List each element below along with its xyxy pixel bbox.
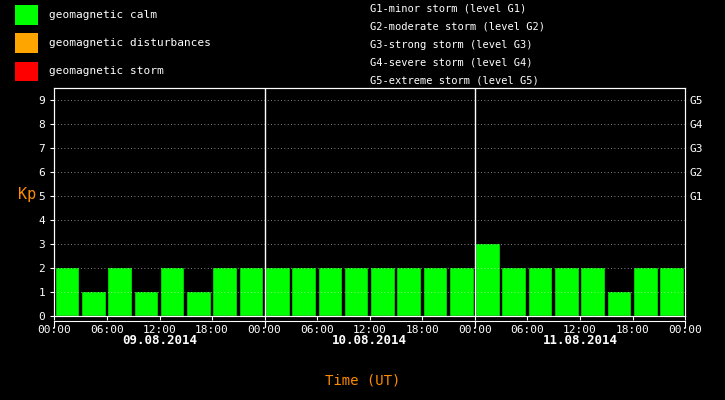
Text: G5-extreme storm (level G5): G5-extreme storm (level G5) bbox=[370, 76, 539, 86]
Text: 11.08.2014: 11.08.2014 bbox=[542, 334, 618, 347]
Bar bbox=[345, 268, 368, 316]
Bar bbox=[423, 268, 447, 316]
Bar bbox=[581, 268, 605, 316]
Text: G1-minor storm (level G1): G1-minor storm (level G1) bbox=[370, 4, 526, 14]
Bar bbox=[555, 268, 579, 316]
Bar bbox=[108, 268, 132, 316]
Bar bbox=[161, 268, 184, 316]
Text: 10.08.2014: 10.08.2014 bbox=[332, 334, 407, 347]
Text: G4-severe storm (level G4): G4-severe storm (level G4) bbox=[370, 58, 532, 68]
Bar bbox=[187, 292, 211, 316]
Bar bbox=[292, 268, 316, 316]
Text: geomagnetic disturbances: geomagnetic disturbances bbox=[49, 38, 210, 48]
Bar bbox=[266, 268, 289, 316]
Bar bbox=[634, 268, 658, 316]
Text: 09.08.2014: 09.08.2014 bbox=[122, 334, 197, 347]
Bar bbox=[450, 268, 473, 316]
Text: G2-moderate storm (level G2): G2-moderate storm (level G2) bbox=[370, 22, 544, 32]
Bar bbox=[213, 268, 237, 316]
Bar bbox=[135, 292, 158, 316]
Text: geomagnetic storm: geomagnetic storm bbox=[49, 66, 163, 76]
Text: G3-strong storm (level G3): G3-strong storm (level G3) bbox=[370, 40, 532, 50]
Text: geomagnetic calm: geomagnetic calm bbox=[49, 10, 157, 20]
Bar bbox=[14, 5, 38, 25]
Text: Time (UT): Time (UT) bbox=[325, 373, 400, 387]
Bar bbox=[318, 268, 342, 316]
Bar bbox=[476, 244, 500, 316]
Bar bbox=[397, 268, 421, 316]
Bar bbox=[240, 268, 263, 316]
Bar bbox=[371, 268, 394, 316]
Bar bbox=[56, 268, 79, 316]
Bar bbox=[608, 292, 631, 316]
Bar bbox=[660, 268, 684, 316]
Bar bbox=[529, 268, 552, 316]
Bar bbox=[14, 62, 38, 81]
Y-axis label: Kp: Kp bbox=[18, 187, 36, 202]
Bar bbox=[14, 34, 38, 53]
Bar bbox=[502, 268, 526, 316]
Bar bbox=[82, 292, 106, 316]
